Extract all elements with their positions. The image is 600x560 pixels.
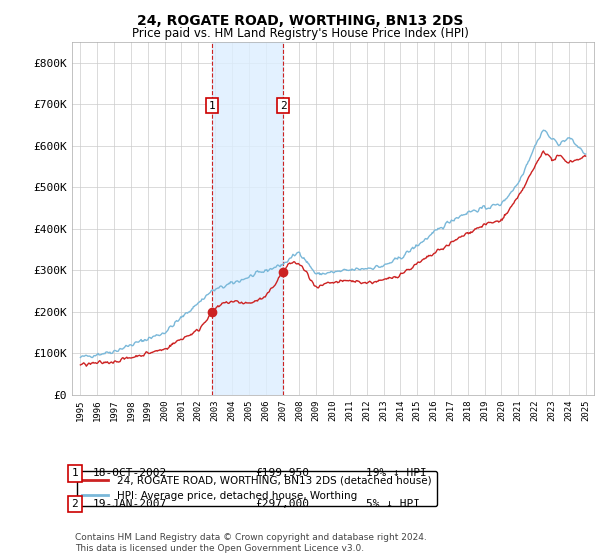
Bar bbox=[212, 42, 283, 395]
Text: £297,000: £297,000 bbox=[255, 499, 309, 509]
Text: £199,950: £199,950 bbox=[255, 468, 309, 478]
Legend: 24, ROGATE ROAD, WORTHING, BN13 2DS (detached house), HPI: Average price, detach: 24, ROGATE ROAD, WORTHING, BN13 2DS (det… bbox=[77, 470, 437, 506]
Text: 1: 1 bbox=[71, 468, 79, 478]
Text: Contains HM Land Registry data © Crown copyright and database right 2024.
This d: Contains HM Land Registry data © Crown c… bbox=[75, 533, 427, 553]
Text: 18-OCT-2002: 18-OCT-2002 bbox=[93, 468, 167, 478]
Text: 1: 1 bbox=[208, 100, 215, 110]
Text: 2: 2 bbox=[280, 100, 287, 110]
Text: 2: 2 bbox=[71, 499, 79, 509]
Text: 19% ↓ HPI: 19% ↓ HPI bbox=[366, 468, 427, 478]
Text: 19-JAN-2007: 19-JAN-2007 bbox=[93, 499, 167, 509]
Text: 5% ↓ HPI: 5% ↓ HPI bbox=[366, 499, 420, 509]
Text: Price paid vs. HM Land Registry's House Price Index (HPI): Price paid vs. HM Land Registry's House … bbox=[131, 27, 469, 40]
Text: 24, ROGATE ROAD, WORTHING, BN13 2DS: 24, ROGATE ROAD, WORTHING, BN13 2DS bbox=[137, 14, 463, 28]
